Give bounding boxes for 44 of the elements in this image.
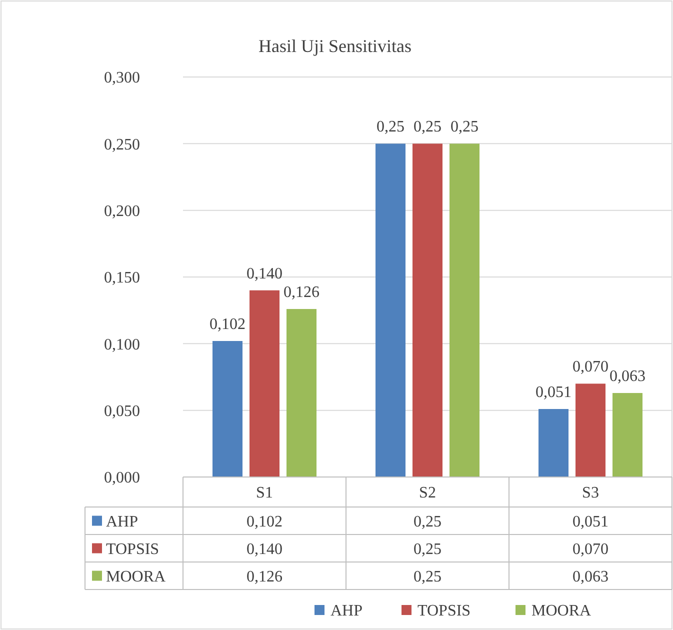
legend-label: TOPSIS [106, 540, 160, 558]
text: 0,25 [414, 118, 442, 136]
bar [412, 144, 442, 477]
text: 0,140 [246, 265, 282, 282]
data-label: 0,063 [572, 568, 608, 586]
y-tick-label: 0,300 [104, 70, 140, 87]
text: 0,051 [536, 384, 572, 401]
legend-label: AHP [106, 513, 138, 530]
bar [376, 144, 406, 477]
y-tick-label: 0,250 [104, 136, 140, 154]
y-tick-label: 0,150 [104, 270, 140, 287]
data-label: 0,25 [414, 513, 442, 530]
bar [576, 384, 606, 477]
text: 0,126 [284, 284, 320, 301]
data-label: 0,070 [572, 540, 608, 558]
bar [212, 341, 242, 477]
text: 0,25 [450, 118, 478, 136]
bar [286, 309, 316, 477]
text: 0,102 [210, 316, 246, 333]
data-label: 0,126 [246, 568, 282, 586]
y-tick-label: 0,100 [104, 336, 140, 354]
x-tick-label: S3 [582, 484, 599, 502]
chart-title: Hasil Uji Sensitivitas [258, 36, 412, 56]
text: AHP [330, 602, 363, 620]
data-label: 0,25 [414, 568, 442, 586]
bar [538, 409, 568, 477]
y-tick-label: 0,200 [104, 202, 140, 220]
data-label: 0,102 [246, 513, 282, 530]
text: 0,070 [572, 358, 608, 376]
text: 0,063 [610, 368, 646, 385]
text: TOPSIS [418, 602, 471, 620]
data-label: 0,140 [246, 540, 282, 558]
legend-label: MOORA [532, 602, 592, 620]
text: MOORA [106, 568, 166, 586]
bar [250, 290, 280, 477]
data-label: 0,25 [414, 540, 442, 558]
y-tick-label: 0,050 [104, 402, 140, 420]
x-tick-label: S2 [419, 484, 436, 502]
data-label: 0,051 [572, 513, 608, 530]
y-tick-label: 0,000 [104, 470, 140, 487]
bar [612, 393, 642, 477]
bar [450, 144, 480, 477]
x-tick-label: S1 [256, 484, 273, 502]
text: 0,25 [376, 118, 404, 136]
